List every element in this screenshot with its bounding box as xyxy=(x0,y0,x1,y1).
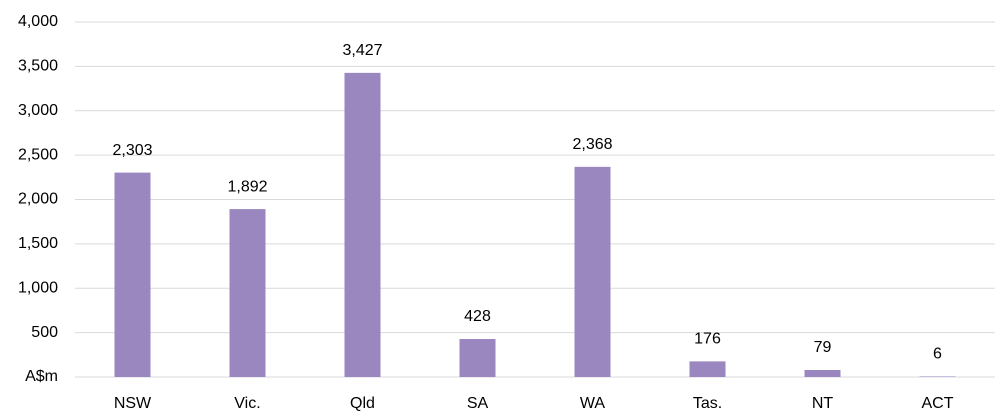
x-tick-label: Tas. xyxy=(693,395,722,412)
bar xyxy=(689,361,726,377)
bar xyxy=(804,369,841,377)
x-tick-label: WA xyxy=(580,395,606,412)
y-tick-label: 2,500 xyxy=(18,146,58,163)
bar xyxy=(229,209,266,377)
x-tick-label: ACT xyxy=(922,395,954,412)
bar xyxy=(574,166,611,377)
y-tick-label: 3,000 xyxy=(18,102,58,119)
x-tick-label: Vic. xyxy=(234,395,260,412)
y-tick-label: 2,000 xyxy=(18,191,58,208)
data-label: 6 xyxy=(933,346,942,363)
bar xyxy=(114,172,151,377)
y-tick-label: 4,000 xyxy=(18,13,58,30)
bar xyxy=(459,339,496,377)
data-label: 79 xyxy=(814,339,832,356)
y-tick-label: 1,000 xyxy=(18,279,58,296)
x-tick-label: Qld xyxy=(350,395,375,412)
y-tick-label: 3,500 xyxy=(18,58,58,75)
x-tick-label: NT xyxy=(812,395,834,412)
data-label: 176 xyxy=(694,331,721,348)
y-tick-label: 1,500 xyxy=(18,235,58,252)
data-label: 2,303 xyxy=(112,142,152,159)
data-label: 3,427 xyxy=(342,42,382,59)
y-tick-label: 500 xyxy=(31,324,58,341)
data-label: 2,368 xyxy=(572,136,612,153)
y-tick-label: A$m xyxy=(25,368,58,385)
bar xyxy=(919,376,956,377)
data-label: 1,892 xyxy=(227,178,267,195)
bar xyxy=(344,72,381,377)
data-label: 428 xyxy=(464,308,491,325)
x-tick-label: SA xyxy=(467,395,489,412)
x-tick-label: NSW xyxy=(114,395,152,412)
